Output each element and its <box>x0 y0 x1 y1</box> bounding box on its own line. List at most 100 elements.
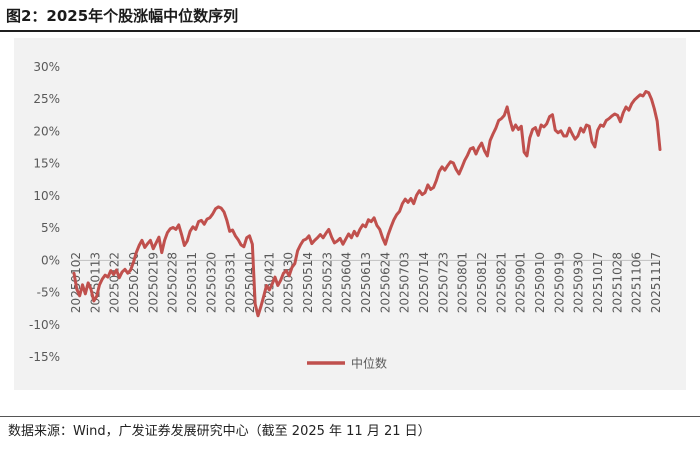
data-point <box>319 233 321 236</box>
data-point <box>551 114 554 116</box>
y-tick-label: -5% <box>37 286 60 300</box>
data-point <box>220 207 222 209</box>
y-tick-label: 15% <box>33 157 60 171</box>
data-point <box>132 261 135 263</box>
data-point <box>441 166 443 168</box>
data-point <box>560 130 562 132</box>
data-point <box>81 284 84 286</box>
data-point <box>260 306 262 308</box>
data-point <box>381 237 384 239</box>
x-tick-label: 20250930 <box>572 252 586 313</box>
x-tick-label: 20250624 <box>378 252 392 313</box>
data-point <box>548 116 551 118</box>
x-tick-label: 20251017 <box>591 252 605 313</box>
y-tick-label: 5% <box>41 221 60 235</box>
data-point <box>308 235 310 237</box>
series-points <box>73 90 661 317</box>
footer-rule <box>0 416 700 417</box>
y-tick-label: -15% <box>29 350 60 364</box>
data-point <box>161 252 163 254</box>
data-point <box>512 129 514 131</box>
data-point <box>234 235 236 237</box>
x-tick-label: 20250514 <box>301 252 315 313</box>
data-point <box>532 128 534 131</box>
data-point <box>282 272 285 274</box>
data-point <box>384 243 386 245</box>
data-point <box>93 300 95 302</box>
data-point <box>449 161 452 163</box>
chart-panel <box>14 38 686 390</box>
data-point <box>489 139 491 142</box>
data-point <box>543 126 545 128</box>
data-point <box>464 159 466 162</box>
x-tick-label: 20250311 <box>185 252 199 313</box>
data-point <box>398 210 401 212</box>
data-point <box>285 270 287 272</box>
data-point <box>183 244 186 247</box>
data-point <box>582 131 585 133</box>
data-point <box>447 165 449 167</box>
data-point <box>130 269 132 271</box>
data-point <box>373 217 375 219</box>
data-point <box>180 233 183 236</box>
series-line-median <box>72 89 662 318</box>
data-point <box>348 233 350 235</box>
data-point <box>328 228 330 230</box>
data-point <box>557 132 559 134</box>
data-point <box>636 96 638 98</box>
data-point <box>370 221 372 223</box>
source-note: 数据来源：Wind，广发证券发展研究中心（截至 2025 年 11 月 21 日… <box>8 424 431 439</box>
data-point <box>138 244 140 247</box>
data-point <box>554 129 556 131</box>
data-point <box>492 133 494 135</box>
data-point <box>458 173 460 175</box>
data-point <box>517 128 520 131</box>
data-point <box>288 275 290 277</box>
data-point <box>223 211 225 213</box>
data-point <box>379 228 381 230</box>
data-point <box>121 271 123 273</box>
data-point <box>580 127 582 129</box>
data-point <box>178 224 180 226</box>
x-tick-label: 20250714 <box>417 252 431 313</box>
data-point <box>203 223 205 225</box>
data-point <box>144 246 146 249</box>
data-point <box>305 238 307 240</box>
data-point <box>520 125 522 127</box>
data-point <box>481 142 483 144</box>
data-point <box>362 224 364 226</box>
data-point <box>435 179 437 182</box>
data-point <box>110 270 112 272</box>
data-point <box>172 226 174 229</box>
data-point <box>217 206 219 208</box>
data-point <box>152 248 154 250</box>
data-point <box>90 288 92 290</box>
data-point <box>118 277 120 279</box>
data-point <box>656 120 658 122</box>
data-point <box>294 262 296 265</box>
data-point <box>407 201 409 203</box>
data-point <box>515 124 517 126</box>
data-point <box>189 230 191 232</box>
x-tick-label: 20250320 <box>204 252 218 313</box>
y-tick-label: 20% <box>33 124 60 138</box>
data-point <box>113 273 115 276</box>
data-point <box>540 124 542 126</box>
data-point <box>271 283 273 285</box>
x-tick-label: 20250122 <box>108 252 122 313</box>
data-point <box>336 240 338 242</box>
legend: 中位数 <box>307 356 387 371</box>
data-point <box>251 243 253 245</box>
x-tick-label: 20250228 <box>166 252 180 313</box>
data-point <box>605 119 607 122</box>
data-point <box>325 232 327 234</box>
data-point <box>356 235 358 237</box>
data-point <box>214 208 217 210</box>
data-point <box>73 272 75 274</box>
data-point <box>367 219 370 221</box>
data-point <box>331 236 333 238</box>
data-point <box>342 243 344 245</box>
data-point <box>577 135 579 137</box>
data-point <box>390 226 392 228</box>
data-point <box>498 119 500 122</box>
